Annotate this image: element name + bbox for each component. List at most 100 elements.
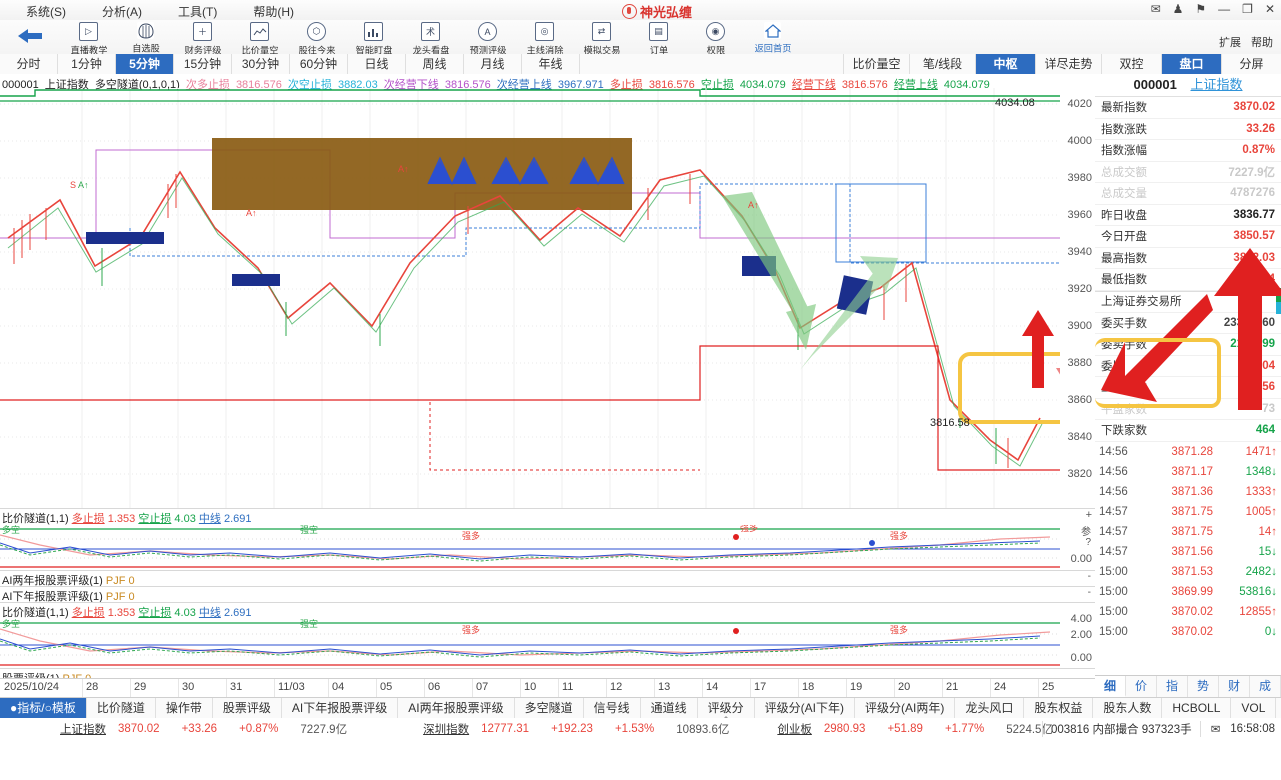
tick-list[interactable]: 14:56 3871.28 1471↑ 14:56 3871.17 1348↓ …	[1095, 442, 1281, 642]
tab-shareholder-count[interactable]: 股东人数	[1093, 698, 1163, 719]
tick-volume: 12855↑	[1239, 606, 1277, 618]
tab-dual-control[interactable]: 双控	[1101, 54, 1161, 74]
toolbar-item-smart-monitor[interactable]: 智能盯盘	[345, 21, 402, 57]
quote-value: 3836.77	[1233, 208, 1275, 221]
tab-operation-band[interactable]: 操作带	[156, 698, 213, 719]
field-label-7: 经营上线	[893, 79, 938, 91]
tab-stock-rating[interactable]: 股票评级	[213, 698, 282, 719]
tab-rating-score-ai-next[interactable]: 评级分(AI下年)	[755, 698, 855, 719]
tab-ma[interactable]: MA	[1276, 698, 1281, 719]
tab-rating-score[interactable]: 评级分	[698, 698, 755, 720]
quote-key: 总成交额	[1101, 166, 1147, 179]
tab-daily[interactable]: 日线	[348, 54, 406, 74]
price-chart-pane[interactable]: 4034.08 3816.58 S A↑ A↑ A↑ A↑ 4020 4000 …	[0, 88, 1095, 508]
subpanel-ai-2y-rating[interactable]: AI两年报股票评级(1) PJF 0 -	[0, 570, 1095, 587]
quote-name[interactable]: 上证指数	[1190, 77, 1243, 92]
tab-60min[interactable]: 60分钟	[290, 54, 348, 74]
tab-weekly[interactable]: 周线	[406, 54, 464, 74]
tab-orderbook[interactable]: 盘口	[1161, 54, 1221, 74]
toolbar-right-links: 扩展 帮助	[1219, 34, 1273, 50]
tab-indicator-template[interactable]: ●指标/○模板	[0, 698, 87, 719]
tab-shareholder-equity[interactable]: 股东权益	[1024, 698, 1094, 719]
toolbar-item-history[interactable]: ⬡ 股往今来	[288, 21, 345, 57]
field-label-2: 次经营下线	[383, 79, 439, 91]
tab-monthly[interactable]: 月线	[464, 54, 522, 74]
maximize-button[interactable]: ❐	[1242, 2, 1253, 16]
status-index-sh[interactable]: 上证指数 3870.02 +33.26 +0.87% 7227.9亿	[60, 721, 369, 737]
toolbar-item-permissions[interactable]: ◉ 权限	[687, 21, 744, 57]
subpanel-minus-icon[interactable]: -	[1087, 571, 1091, 582]
rp-tab-price[interactable]: 价	[1126, 676, 1157, 697]
back-arrow-icon[interactable]	[16, 24, 44, 48]
status-index-sz[interactable]: 深圳指数 12777.31 +192.23 +1.53% 10893.6亿	[423, 721, 751, 737]
toolbar-item-forecast-rating[interactable]: A 预测评级	[459, 21, 516, 57]
rp-tab-finance[interactable]: 财	[1219, 676, 1250, 697]
subpanel-header: AI下年报股票评级(1) PJF 0	[2, 588, 135, 604]
y-tick: 3880	[1067, 357, 1092, 369]
menu-analysis[interactable]: 分析(A)	[102, 5, 142, 19]
toolbar-item-watchlist[interactable]: 自选股	[117, 21, 174, 57]
price-chart-svg: 4034.08 3816.58 S A↑ A↑ A↑ A↑	[0, 88, 1060, 508]
tab-ai-two-year-rating[interactable]: AI两年报股票评级	[398, 698, 515, 719]
tab-long-short-tunnel[interactable]: 多空隧道	[515, 698, 584, 719]
tab-rating-score-ai-two[interactable]: 评级分(AI两年)	[855, 698, 956, 719]
tab-yearly[interactable]: 年线	[522, 54, 580, 74]
tab-1min[interactable]: 1分钟	[58, 54, 116, 74]
tab-vol[interactable]: VOL	[1231, 698, 1277, 719]
subpanel-ai-next-year-rating[interactable]: AI下年报股票评级(1) PJF 0 -	[0, 586, 1095, 603]
tab-5min[interactable]: 5分钟	[116, 54, 174, 74]
toolbar-item-orders[interactable]: ▤ 订单	[630, 21, 687, 57]
user-icon[interactable]: ♟	[1172, 2, 1184, 16]
menu-system[interactable]: 系统(S)	[26, 5, 66, 19]
toolbar-item-mainline[interactable]: ◎ 主线消除	[516, 21, 573, 57]
tab-leader-trend[interactable]: 龙头风口	[955, 698, 1025, 719]
subpanel-bijia-tunnel-1[interactable]: 比价隧道(1,1) 多止损 1.353 空止损 4.03 中线 2.691 多空…	[0, 508, 1095, 571]
tick-time: 15:00	[1099, 606, 1128, 618]
pin-icon[interactable]: ⚑	[1195, 2, 1207, 16]
tab-stroke-segment[interactable]: 笔/线段	[909, 54, 975, 74]
rp-tab-trend[interactable]: 势	[1188, 676, 1219, 697]
quote-panel[interactable]: 000001 上证指数 最新指数 3870.02 指数涨跌 33.26 指数涨幅…	[1095, 74, 1281, 697]
tab-split-screen[interactable]: 分屏	[1221, 54, 1281, 74]
help-link[interactable]: 帮助	[1251, 37, 1273, 49]
toolbar-item-home[interactable]: 返回首页	[744, 21, 801, 57]
tab-detail-trend[interactable]: 详尽走势	[1035, 54, 1101, 74]
subpanel-param-icon[interactable]: 参	[1081, 527, 1091, 538]
status-mail-icon[interactable]: ✉	[1210, 724, 1221, 736]
tab-channel-line[interactable]: 通道线	[641, 698, 698, 719]
subpanel-minus-icon-2[interactable]: -	[1087, 587, 1091, 598]
rp-tab-deal[interactable]: 成	[1250, 676, 1281, 697]
tab-30min[interactable]: 30分钟	[232, 54, 290, 74]
tab-price-volume[interactable]: 比价量空	[843, 54, 909, 74]
tab-ai-next-year-rating[interactable]: AI下年报股票评级	[282, 698, 399, 719]
mail-icon[interactable]: ✉	[1150, 2, 1161, 16]
chart-area[interactable]: 000001 上证指数 多空隧道(0,1,0,1) 次多止损 3816.576 …	[0, 74, 1096, 697]
x-tick: 25	[1042, 681, 1055, 693]
ask-bar-indicator	[1276, 288, 1281, 302]
toolbar-item-price-volume[interactable]: 比价量空	[231, 21, 288, 57]
tab-hcboll[interactable]: HCBOLL	[1162, 698, 1232, 719]
menu-tools[interactable]: 工具(T)	[178, 5, 218, 19]
toolbar-item-financial-rating[interactable]: ＋ 财务评级	[174, 21, 231, 57]
tab-15min[interactable]: 15分钟	[174, 54, 232, 74]
svg-text:强多: 强多	[890, 530, 908, 541]
expand-link[interactable]: 扩展	[1219, 37, 1241, 49]
tab-center[interactable]: 中枢	[975, 54, 1035, 74]
toolbar-item-live-teaching[interactable]: ▷ 直播教学	[60, 21, 117, 57]
close-button[interactable]: ✕	[1264, 2, 1275, 16]
rp-tab-index[interactable]: 指	[1157, 676, 1188, 697]
rp-tab-detail[interactable]: 细	[1095, 676, 1126, 697]
tab-bijia-tunnel[interactable]: 比价隧道	[87, 698, 156, 719]
minimize-button[interactable]: —	[1218, 2, 1231, 16]
tab-signal-line[interactable]: 信号线	[584, 698, 641, 719]
subpanel-help-icon[interactable]: ?	[1085, 537, 1091, 548]
quote-value: 0.87%	[1242, 144, 1275, 157]
status-index-cyb[interactable]: 创业板 2980.93 +51.89 +1.77% 5224.5亿	[777, 721, 1075, 737]
app-title-text: 神光弘缠	[640, 5, 693, 20]
subpanel-bijia-tunnel-2[interactable]: 比价隧道(1,1) 多止损 1.353 空止损 4.03 中线 2.691 多空…	[0, 602, 1095, 669]
toolbar-item-sim-trade[interactable]: ⇄ 模拟交易	[573, 21, 630, 57]
toolbar-item-leader-watch[interactable]: 术 龙头看盘	[402, 21, 459, 57]
menu-help[interactable]: 帮助(H)	[253, 5, 294, 19]
tab-fenshi[interactable]: 分时	[0, 54, 58, 74]
